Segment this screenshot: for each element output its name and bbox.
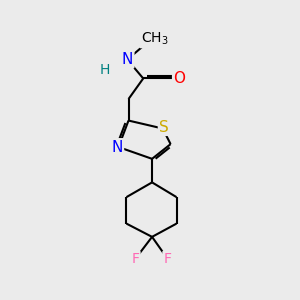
Text: N: N	[111, 140, 123, 154]
Text: O: O	[173, 71, 185, 86]
Text: CH$_3$: CH$_3$	[141, 31, 168, 47]
Text: H: H	[99, 63, 110, 76]
Text: S: S	[159, 119, 169, 134]
Text: F: F	[164, 252, 172, 266]
Text: F: F	[131, 252, 139, 266]
Text: N: N	[122, 52, 133, 67]
